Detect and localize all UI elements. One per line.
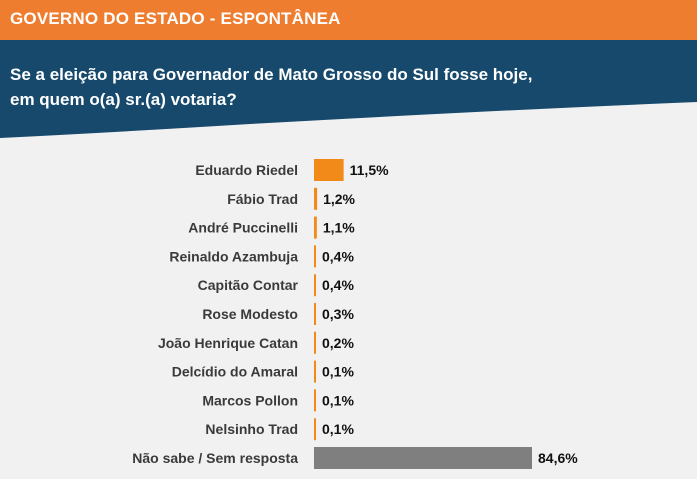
- category-label: André Puccinelli: [188, 220, 298, 236]
- category-label: Rose Modesto: [202, 306, 298, 322]
- banner-shape: [0, 40, 697, 138]
- bar-chart: Eduardo Riedel 11,5% Fábio Trad 1,2% André P…: [132, 159, 578, 469]
- data-label: 1,2%: [323, 191, 355, 207]
- category-label: Delcídio do Amaral: [172, 364, 298, 380]
- category-label: Fábio Trad: [227, 191, 298, 207]
- data-label: 0,1%: [322, 421, 354, 437]
- category-label: Capitão Contar: [198, 277, 299, 293]
- bar: [314, 245, 316, 268]
- data-label: 0,2%: [322, 335, 354, 351]
- data-label: 84,6%: [538, 450, 578, 466]
- question-line-2: em quem o(a) sr.(a) votaria?: [10, 90, 237, 109]
- question-text: Se a eleição para Governador de Mato Gro…: [10, 62, 690, 112]
- category-label: Reinaldo Azambuja: [169, 248, 298, 264]
- data-label: 0,1%: [322, 392, 354, 408]
- bar: [314, 418, 316, 441]
- bar: [314, 187, 318, 210]
- header-bar: GOVERNO DO ESTADO - ESPONTÂNEA: [0, 0, 697, 40]
- bar: [314, 159, 344, 181]
- data-label: 0,4%: [322, 248, 354, 264]
- category-label: Eduardo Riedel: [195, 162, 298, 178]
- bar: [314, 303, 316, 325]
- category-label: Não sabe / Sem resposta: [132, 450, 298, 466]
- header-title: GOVERNO DO ESTADO - ESPONTÂNEA: [10, 9, 341, 28]
- category-label: Nelsinho Trad: [205, 421, 298, 437]
- data-label: 0,4%: [322, 277, 354, 293]
- data-label: 1,1%: [323, 220, 355, 236]
- bar: [314, 360, 316, 383]
- bar: [314, 389, 316, 412]
- data-label: 0,3%: [322, 306, 354, 322]
- bar: [314, 274, 316, 297]
- data-label: 0,1%: [322, 364, 354, 380]
- category-label: Marcos Pollon: [202, 392, 298, 408]
- bar: [314, 331, 316, 354]
- data-label: 11,5%: [350, 162, 389, 178]
- question-banner: [0, 40, 697, 140]
- bar: [314, 447, 532, 469]
- category-label: João Henrique Catan: [158, 335, 298, 351]
- question-line-1: Se a eleição para Governador de Mato Gro…: [10, 65, 533, 84]
- bar: [314, 216, 317, 239]
